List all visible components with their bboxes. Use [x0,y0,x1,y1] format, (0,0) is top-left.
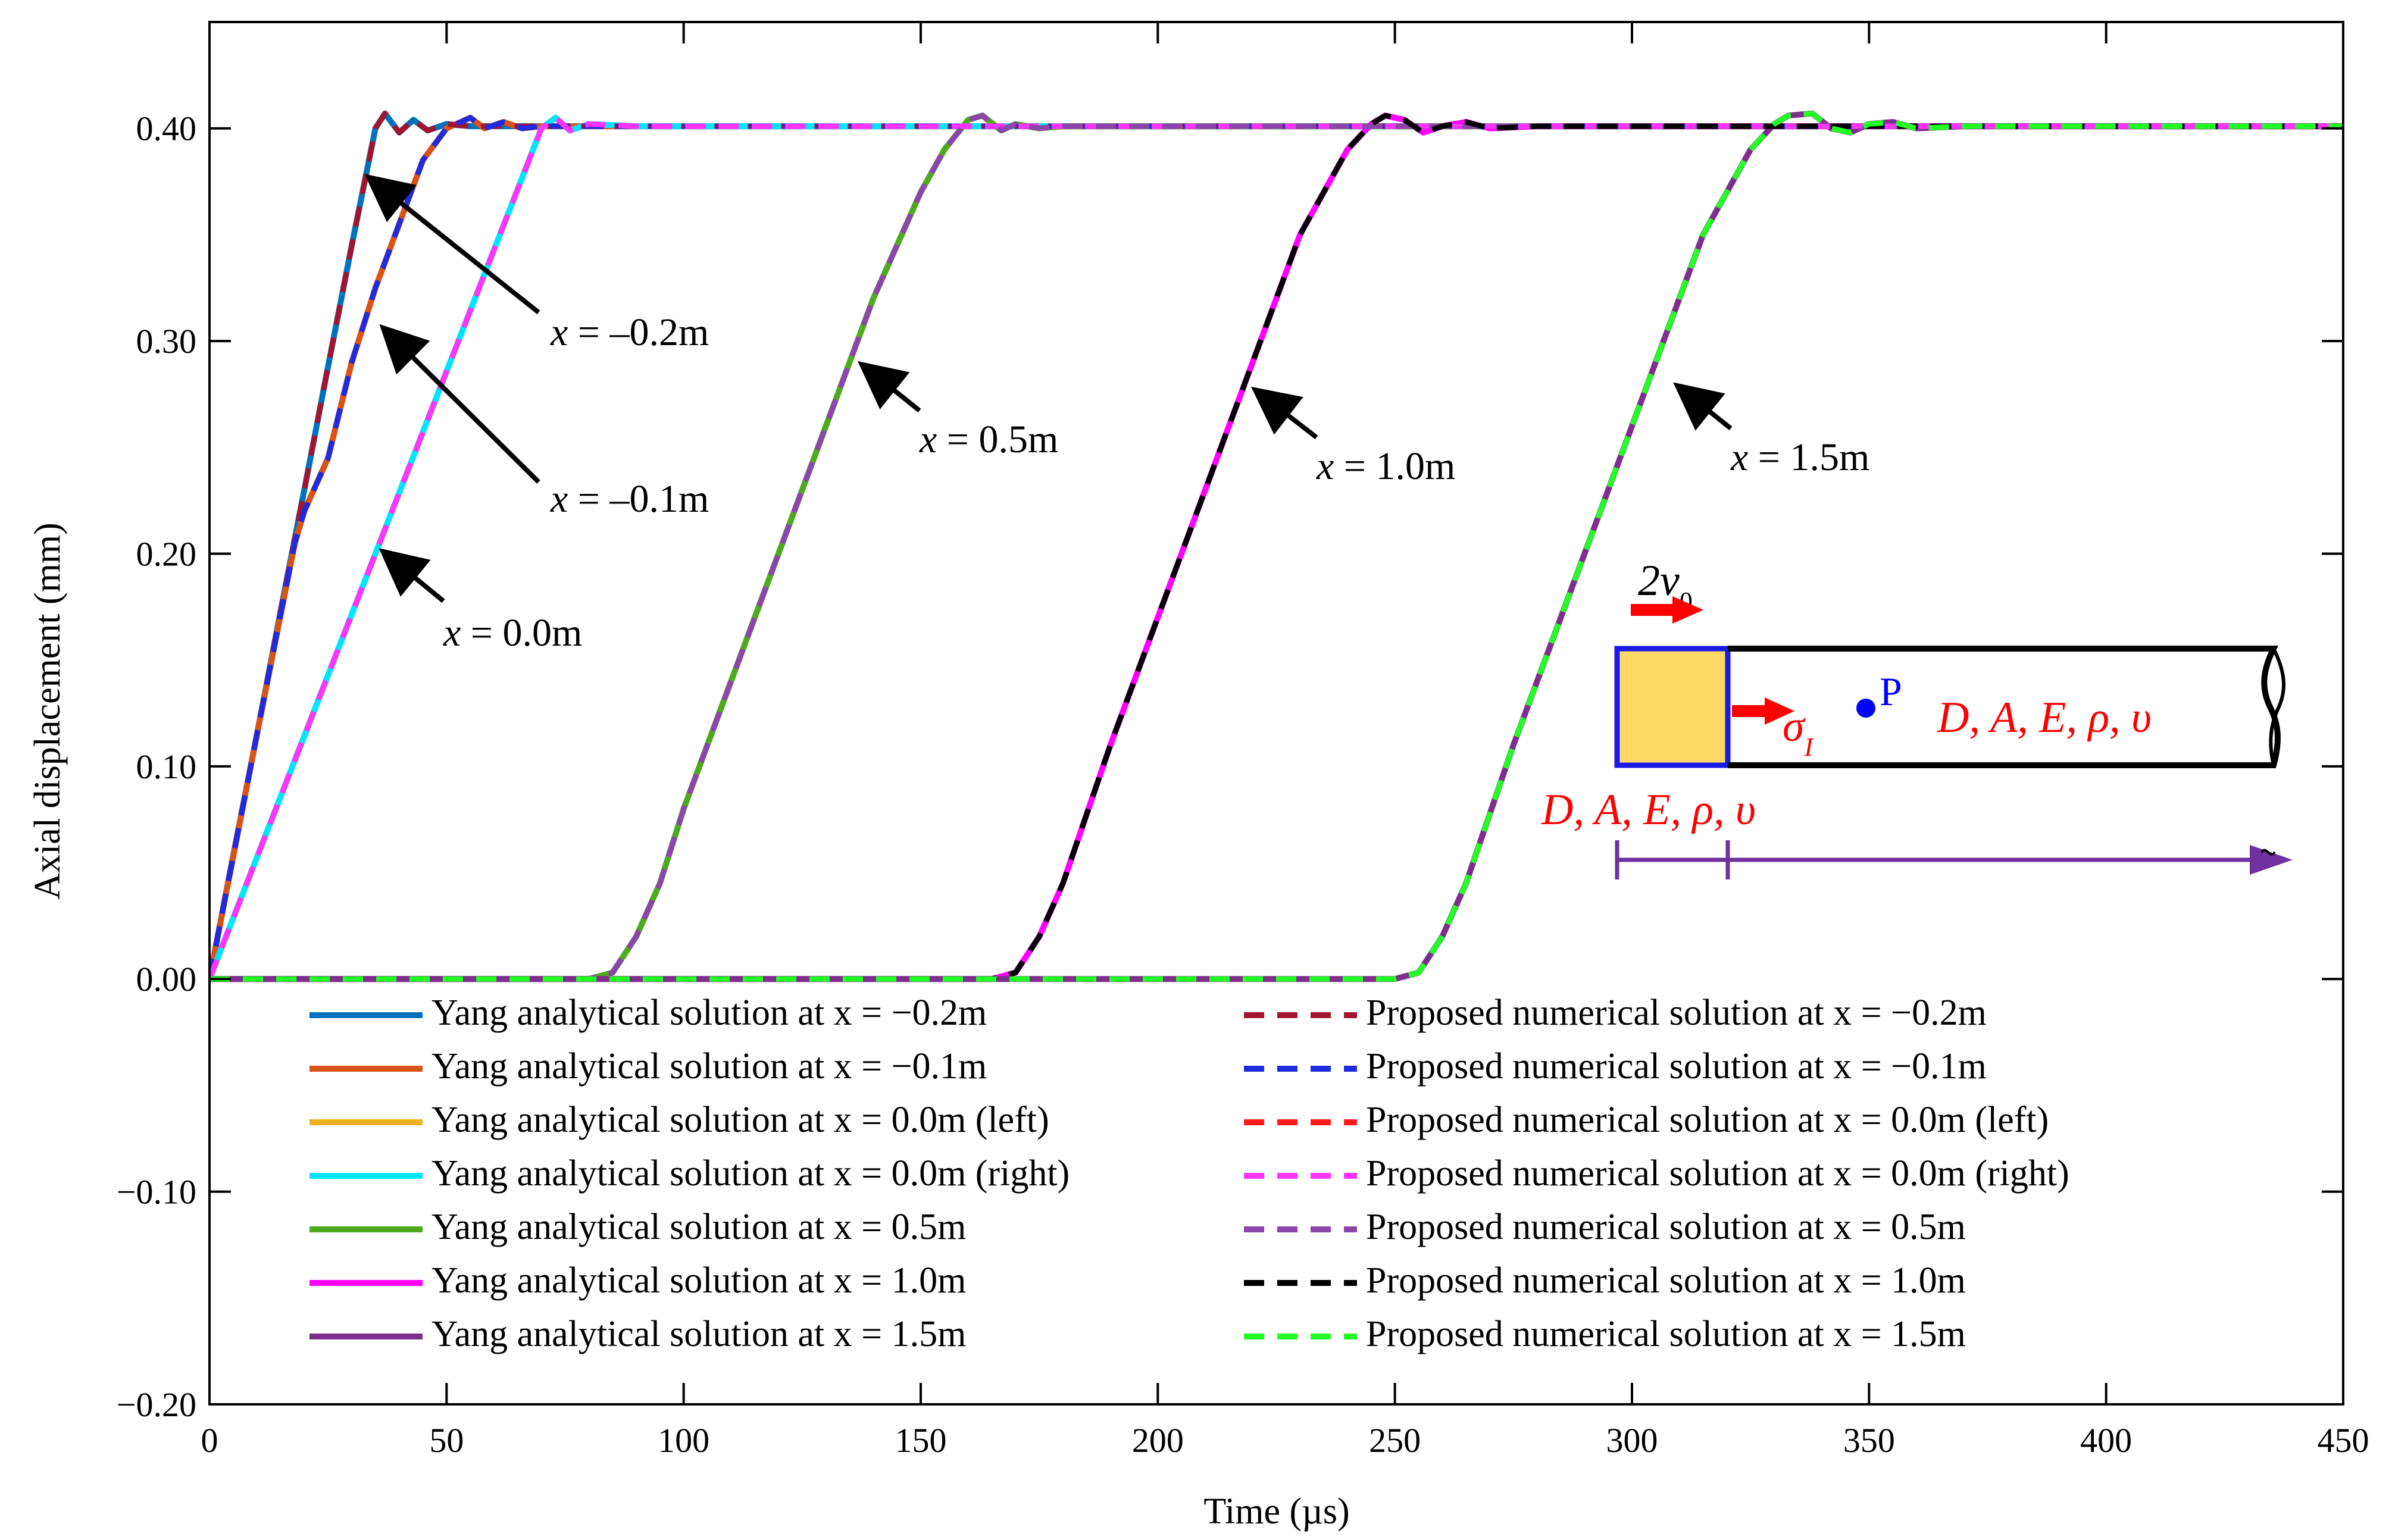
legend-label: Proposed numerical solution at x = 1.0m [1366,1260,1966,1301]
x-tick-label: 250 [1369,1421,1421,1460]
bar-properties: D, A, E, ρ, υ [1937,693,2152,742]
annotation-arrow [379,548,445,603]
legend-label: Yang analytical solution at x = 1.0m [432,1260,966,1301]
annotation-label: x = –0.1m [550,477,709,521]
legend-label: Proposed numerical solution at x = −0.2m [1366,993,1987,1033]
x-tick-label: 400 [2080,1421,2132,1460]
legend-label: Yang analytical solution at x = −0.2m [432,993,987,1033]
annotation-label: x = 1.5m [1730,436,1869,479]
series-line-10 [210,115,2343,980]
x-tick-label: 200 [1132,1421,1184,1460]
x-tick-label: 150 [895,1421,947,1460]
plot-frame [208,21,2344,1406]
y-tick-label: 0.30 [136,322,197,361]
legend-label: Yang analytical solution at x = 0.0m (ri… [432,1153,1070,1194]
striker-properties: D, A, E, ρ, υ [1541,785,1756,834]
x-tick-label: 450 [2318,1421,2369,1460]
x-tick-label: 300 [1606,1421,1658,1460]
x-tick-label: 50 [429,1421,464,1460]
y-tick-label: 0.10 [136,747,197,786]
bar-schematic-inset: 2v0 σI P D, A, E, ρ, υ D, A, E, ρ, υ [1541,556,2293,879]
series-layer [210,110,2343,982]
annotation-label: x = 1.0m [1316,445,1455,488]
bar-cut-edge [2269,647,2285,766]
y-tick-label: −0.10 [117,1173,196,1212]
y-tick-label: 0.40 [136,109,197,148]
annotation-arrow [1673,382,1733,431]
curve-annotations: x = –0.2m x = –0.1m x = 0.0m x = 0.5m x = 1.… [364,174,1869,655]
series-line-11 [210,112,2343,982]
stress-arrowhead [1765,697,1794,725]
legend-label: Yang analytical solution at x = 0.5m [432,1207,966,1247]
velocity-arrowhead [1672,596,1703,624]
legend-label: Proposed numerical solution at x = 0.0m … [1366,1100,2049,1140]
series-line-13 [210,111,2343,982]
legend-label: Proposed numerical solution at x = −0.1m [1366,1046,1987,1087]
point-p-marker [1856,699,1875,718]
dimension-break-mark [2260,849,2276,856]
series-line-12 [210,112,2343,982]
annotation-label: x = –0.2m [550,311,709,354]
legend-label: Yang analytical solution at x = 0.0m (le… [432,1100,1049,1140]
striker-bar [1614,646,1731,768]
x-tick-label: 100 [658,1421,709,1460]
series-line-8 [210,115,2343,980]
y-axis-title: Axial displacement (mm) [27,522,68,900]
annotation-label: x = 0.5m [919,418,1058,461]
x-tick-label: 350 [1843,1421,1895,1460]
annotation-arrow [379,324,540,484]
annotation-arrow [364,174,540,315]
series-line-7 [210,111,2343,980]
x-tick-label: 0 [201,1421,218,1460]
incident-bar [1728,646,2281,768]
annotation-arrow [1251,386,1318,440]
annotation-label: x = 0.0m [443,611,582,655]
y-tick-label: −0.20 [117,1385,196,1424]
annotation-arrow [857,361,921,413]
dimension-arrowhead [2250,845,2293,875]
legend-label: Yang analytical solution at x = −0.1m [432,1046,987,1087]
point-p-label: P [1880,669,1902,714]
y-axis-ticks: −0.20 −0.10 0.00 0.10 0.20 0.30 0.40 [117,109,2343,1424]
stress-label: σI [1783,702,1815,762]
y-tick-label: 0.00 [136,960,197,999]
legend-label: Yang analytical solution at x = 1.5m [432,1314,966,1354]
plot-background [210,22,2343,1404]
legend-label: Proposed numerical solution at x = 0.0m … [1366,1153,2069,1194]
x-axis-ticks: 0 50 100 150 200 250 300 350 400 450 [201,22,2369,1460]
legend-label: Proposed numerical solution at x = 1.5m [1366,1314,1966,1354]
legend-label: Proposed numerical solution at x = 0.5m [1366,1207,1966,1247]
y-tick-label: 0.20 [136,534,197,573]
legend: Yang analytical solution at x = −0.2m Yan… [309,993,2069,1354]
x-axis-title: Time (µs) [1203,1491,1349,1532]
